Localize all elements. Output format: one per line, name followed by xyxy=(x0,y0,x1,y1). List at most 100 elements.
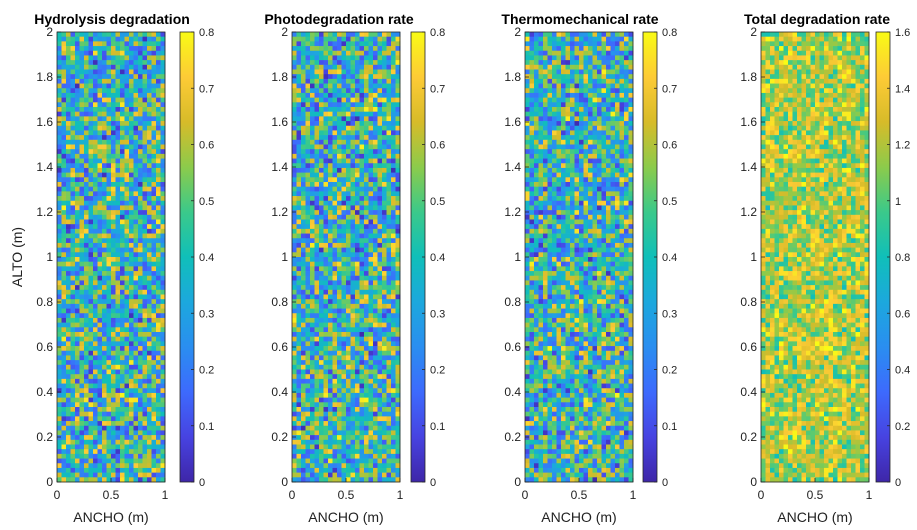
heatmap-cell xyxy=(66,125,71,131)
heatmap-cell xyxy=(115,374,121,380)
heatmap-cell xyxy=(552,50,557,56)
heatmap-cell xyxy=(133,41,139,47)
heatmap-cell xyxy=(111,92,116,98)
heatmap-cell xyxy=(133,327,139,333)
heatmap-cell xyxy=(359,144,365,150)
heatmap-cell xyxy=(106,378,112,384)
heatmap-cell xyxy=(106,313,112,319)
heatmap-cell xyxy=(391,36,396,42)
heatmap-cell xyxy=(538,36,544,42)
heatmap-cell xyxy=(364,355,369,361)
heatmap-cell xyxy=(147,69,152,75)
heatmap-cell xyxy=(66,210,71,216)
heatmap-cell xyxy=(323,439,329,445)
heatmap-cell xyxy=(301,238,306,244)
heatmap-cell xyxy=(588,32,593,38)
heatmap-cell xyxy=(382,102,387,108)
heatmap-cell xyxy=(93,271,98,277)
heatmap-cell xyxy=(57,224,62,230)
heatmap-cell xyxy=(391,144,396,150)
heatmap-cell xyxy=(301,92,306,98)
heatmap-cell xyxy=(332,139,338,145)
heatmap-cell xyxy=(88,130,94,136)
heatmap-cell xyxy=(301,360,306,366)
heatmap-cell xyxy=(377,430,383,436)
heatmap-cell xyxy=(373,186,378,192)
heatmap-cell xyxy=(102,336,107,342)
heatmap-cell xyxy=(106,299,112,305)
heatmap-cell xyxy=(106,285,112,291)
heatmap-cell xyxy=(102,280,107,286)
heatmap-cell xyxy=(305,289,311,295)
heatmap-cell xyxy=(395,252,401,258)
heatmap-cell xyxy=(314,341,320,347)
heatmap-cell xyxy=(377,336,383,342)
heatmap-cell xyxy=(75,397,80,403)
heatmap-cell xyxy=(395,280,401,286)
heatmap-cell xyxy=(57,458,62,464)
heatmap-cell xyxy=(534,64,539,70)
heatmap-cell xyxy=(111,364,116,370)
heatmap-cell xyxy=(337,172,342,178)
heatmap-cell xyxy=(323,102,329,108)
heatmap-cell xyxy=(350,421,356,427)
heatmap-cell xyxy=(359,172,365,178)
heatmap-cell xyxy=(529,83,535,89)
heatmap-cell xyxy=(382,416,387,422)
heatmap-cell xyxy=(79,167,85,173)
heatmap-cell xyxy=(328,116,333,122)
heatmap-cell xyxy=(615,69,620,75)
heatmap-cell xyxy=(377,421,383,427)
heatmap-cell xyxy=(138,402,143,408)
heatmap-cell xyxy=(138,219,143,225)
heatmap-cell xyxy=(111,167,116,173)
heatmap-cell xyxy=(319,332,324,338)
heatmap-cell xyxy=(57,336,62,342)
heatmap-cell xyxy=(120,341,125,347)
heatmap-cell xyxy=(377,88,383,94)
heatmap-cell xyxy=(359,430,365,436)
heatmap-cell xyxy=(296,430,302,436)
heatmap-cell xyxy=(138,247,143,253)
heatmap-cell xyxy=(61,46,67,52)
heatmap-cell xyxy=(120,78,125,84)
heatmap-cell xyxy=(88,336,94,342)
heatmap-cell xyxy=(129,182,134,188)
heatmap-cell xyxy=(368,55,374,61)
heatmap-cell xyxy=(538,41,544,47)
heatmap-cell xyxy=(310,289,315,295)
heatmap-cell xyxy=(301,125,306,131)
heatmap-cell xyxy=(160,261,166,267)
heatmap-cell xyxy=(133,252,139,258)
heatmap-cell xyxy=(102,392,107,398)
heatmap-cell xyxy=(75,111,80,117)
heatmap-cell xyxy=(160,219,166,225)
heatmap-cell xyxy=(142,369,148,375)
y-tick-label: 1.4 xyxy=(36,160,53,174)
heatmap-cell xyxy=(84,402,89,408)
heatmap-cell xyxy=(296,167,302,173)
heatmap-cell xyxy=(391,477,396,483)
heatmap-cell xyxy=(142,257,148,263)
heatmap-cell xyxy=(332,463,338,469)
heatmap-cell xyxy=(373,388,378,394)
heatmap-cell xyxy=(151,167,157,173)
heatmap-cell xyxy=(382,453,387,459)
heatmap-cell xyxy=(368,472,374,478)
heatmap-cell xyxy=(337,228,342,234)
heatmap-cell xyxy=(79,111,85,117)
heatmap-cell xyxy=(160,294,166,300)
heatmap-cell xyxy=(138,167,143,173)
heatmap-cell xyxy=(328,407,333,413)
heatmap-cell xyxy=(373,430,378,436)
heatmap-cell xyxy=(386,97,392,103)
heatmap-cell xyxy=(124,130,130,136)
heatmap-cell xyxy=(382,411,387,417)
heatmap-cell xyxy=(328,275,333,281)
heatmap-cell xyxy=(301,317,306,323)
heatmap-cell xyxy=(138,472,143,478)
heatmap-cell xyxy=(102,172,107,178)
heatmap-cell xyxy=(310,177,315,183)
heatmap-cell xyxy=(341,332,347,338)
heatmap-cell xyxy=(624,41,629,47)
